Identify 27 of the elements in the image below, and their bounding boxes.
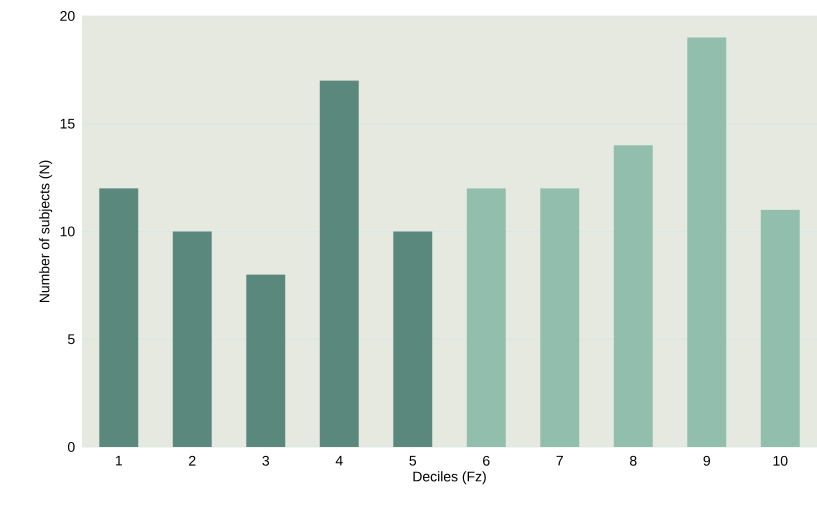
x-axis-title: Deciles (Fz) bbox=[413, 471, 486, 484]
bar bbox=[320, 80, 359, 447]
bar bbox=[393, 231, 432, 447]
x-tick-label: 1 bbox=[116, 456, 122, 466]
y-tick-label: 15 bbox=[60, 118, 75, 129]
bar bbox=[172, 231, 212, 447]
x-tick-label: 8 bbox=[630, 456, 637, 466]
bar bbox=[687, 38, 726, 447]
x-tick-label: 5 bbox=[409, 456, 416, 466]
bar bbox=[760, 210, 800, 447]
y-tick-label: 5 bbox=[68, 334, 75, 344]
x-tick-label: 9 bbox=[704, 456, 710, 466]
x-tick-label: 6 bbox=[483, 456, 490, 466]
y-tick-label: 10 bbox=[60, 226, 75, 236]
x-tick-label: 4 bbox=[336, 456, 343, 466]
x-tick-label: 7 bbox=[556, 456, 563, 466]
y-tick-label: 0 bbox=[68, 442, 75, 452]
x-tick-label: 3 bbox=[262, 456, 270, 466]
bar bbox=[466, 188, 506, 447]
x-tick-label: 10 bbox=[774, 456, 788, 466]
y-axis-title: Number of subjects (N) bbox=[39, 160, 52, 302]
bar bbox=[614, 145, 653, 447]
bar bbox=[246, 274, 286, 447]
bar bbox=[99, 188, 138, 447]
y-tick-label: 20 bbox=[60, 11, 75, 21]
x-tick-label: 2 bbox=[189, 456, 196, 466]
bar bbox=[540, 188, 580, 447]
